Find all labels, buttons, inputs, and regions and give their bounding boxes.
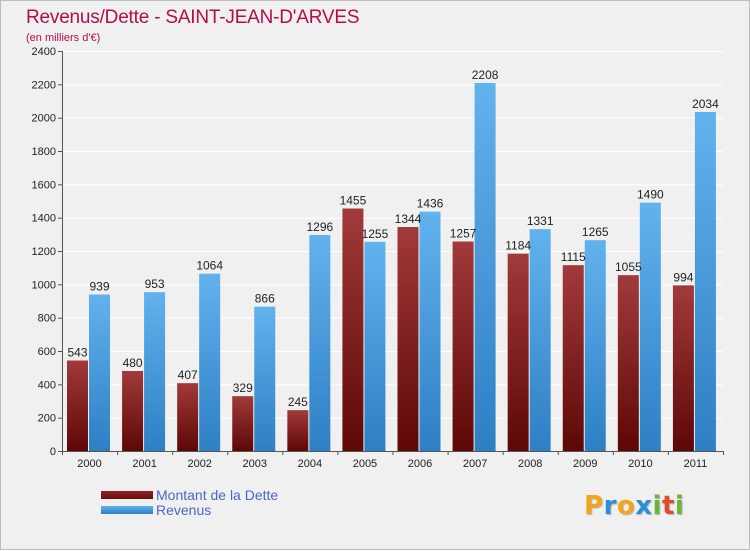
y-tick-label: 200 bbox=[38, 413, 56, 425]
data-label-revenus-2003: 866 bbox=[255, 292, 275, 306]
bar-dette-2009 bbox=[562, 265, 584, 451]
bar-dette-2010 bbox=[617, 275, 639, 451]
data-label-revenus-2011: 2034 bbox=[692, 97, 719, 111]
bar-revenus-2002 bbox=[199, 273, 221, 451]
logo-letter: x bbox=[635, 491, 653, 521]
y-tick-label: 1400 bbox=[32, 213, 56, 225]
y-tick-label: 1600 bbox=[32, 179, 56, 191]
data-label-dette-2001: 480 bbox=[123, 356, 143, 370]
legend-label-revenus: Revenus bbox=[156, 502, 212, 518]
data-label-dette-2003: 329 bbox=[233, 381, 253, 395]
y-tick-label: 800 bbox=[38, 313, 56, 325]
chart-subtitle: (en milliers d'€) bbox=[26, 32, 101, 44]
legend-label-dette: Montant de la Dette bbox=[156, 487, 279, 503]
data-labels: 543 939 480 953 407 1064 329 866 245 1296 1455 1255… bbox=[67, 68, 719, 409]
y-tick-label: 600 bbox=[38, 346, 56, 358]
bar-dette-2004 bbox=[287, 410, 309, 451]
data-label-dette-2007: 1257 bbox=[450, 227, 477, 241]
y-tick-label: 2000 bbox=[32, 113, 56, 125]
x-tick-label: 2010 bbox=[628, 458, 652, 470]
bar-revenus-2011 bbox=[694, 112, 716, 451]
data-label-revenus-2008: 1331 bbox=[527, 214, 554, 228]
bar-revenus-2008 bbox=[529, 229, 551, 451]
x-tick-label: 2009 bbox=[573, 458, 597, 470]
y-tick-label: 400 bbox=[38, 379, 56, 391]
y-tick-label: 1000 bbox=[32, 279, 56, 291]
data-label-dette-2005: 1455 bbox=[340, 194, 367, 208]
y-tick-label: 1800 bbox=[32, 146, 56, 158]
y-tick-label: 0 bbox=[50, 446, 56, 458]
y-tick-label: 2200 bbox=[32, 79, 56, 91]
x-tick-label: 2008 bbox=[518, 458, 542, 470]
bar-revenus-2000 bbox=[89, 294, 110, 451]
bar-revenus-2001 bbox=[144, 292, 166, 451]
chart-title: Revenus/Dette - SAINT-JEAN-D'ARVES bbox=[26, 7, 360, 28]
data-label-revenus-2009: 1265 bbox=[582, 225, 609, 239]
data-label-dette-2002: 407 bbox=[178, 368, 198, 382]
x-tick-label: 2003 bbox=[243, 458, 267, 470]
logo-letter: t bbox=[661, 491, 675, 521]
y-tick-label: 2400 bbox=[32, 46, 56, 58]
data-label-dette-2011: 994 bbox=[673, 270, 693, 284]
x-tick-label: 2007 bbox=[463, 458, 487, 470]
bars bbox=[67, 83, 716, 451]
x-tick-label: 2000 bbox=[77, 458, 101, 470]
data-label-dette-2010: 1055 bbox=[615, 260, 642, 274]
bar-dette-2002 bbox=[177, 383, 199, 451]
x-tick-label: 2001 bbox=[132, 458, 156, 470]
bar-dette-2001 bbox=[122, 371, 144, 451]
legend-swatch-revenus bbox=[101, 506, 153, 514]
data-label-dette-2000: 543 bbox=[67, 346, 87, 360]
bar-revenus-2003 bbox=[254, 306, 276, 451]
x-tick-label: 2002 bbox=[187, 458, 211, 470]
logo-letter: P bbox=[584, 491, 604, 521]
logo-letter: i bbox=[652, 491, 662, 521]
bar-dette-2000 bbox=[67, 360, 88, 451]
bar-dette-2003 bbox=[232, 396, 254, 451]
data-label-revenus-2005: 1255 bbox=[362, 227, 389, 241]
data-label-revenus-2001: 953 bbox=[145, 277, 165, 291]
bar-dette-2005 bbox=[342, 208, 364, 451]
bar-revenus-2006 bbox=[419, 211, 441, 451]
data-label-revenus-2000: 939 bbox=[89, 280, 109, 294]
x-tick-label: 2005 bbox=[353, 458, 377, 470]
data-label-revenus-2004: 1296 bbox=[306, 220, 333, 234]
logo-letter: r bbox=[603, 491, 617, 521]
data-label-revenus-2010: 1490 bbox=[637, 188, 664, 202]
proxiti-logo: Proxiti bbox=[584, 491, 684, 521]
x-tick-label: 2006 bbox=[408, 458, 432, 470]
logo-letter: o bbox=[616, 491, 636, 521]
legend-swatch-dette bbox=[101, 491, 153, 499]
data-label-revenus-2002: 1064 bbox=[196, 259, 223, 273]
bar-revenus-2010 bbox=[639, 202, 661, 451]
logo-letter: i bbox=[674, 491, 685, 521]
bar-dette-2006 bbox=[397, 227, 419, 451]
bar-dette-2007 bbox=[452, 241, 474, 451]
bar-revenus-2009 bbox=[584, 240, 606, 451]
data-label-revenus-2007: 2208 bbox=[472, 68, 499, 82]
bar-revenus-2005 bbox=[364, 241, 386, 451]
x-tick-label: 2004 bbox=[298, 458, 322, 470]
data-label-dette-2006: 1344 bbox=[395, 212, 422, 226]
bar-dette-2011 bbox=[672, 285, 694, 451]
axes: 0 200 400 600 800 1000 1200 1400 1600 1800 2000 220… bbox=[32, 46, 724, 470]
data-label-revenus-2006: 1436 bbox=[417, 197, 444, 211]
bar-revenus-2004 bbox=[309, 235, 331, 451]
x-tick-label: 2011 bbox=[684, 458, 708, 470]
y-tick-label: 1200 bbox=[32, 246, 56, 258]
data-label-dette-2008: 1184 bbox=[505, 239, 531, 253]
bar-dette-2008 bbox=[507, 253, 529, 451]
bar-revenus-2007 bbox=[474, 83, 496, 451]
data-label-dette-2004: 245 bbox=[288, 395, 308, 409]
data-label-dette-2009: 1115 bbox=[561, 250, 586, 264]
grid-lines bbox=[62, 51, 723, 452]
